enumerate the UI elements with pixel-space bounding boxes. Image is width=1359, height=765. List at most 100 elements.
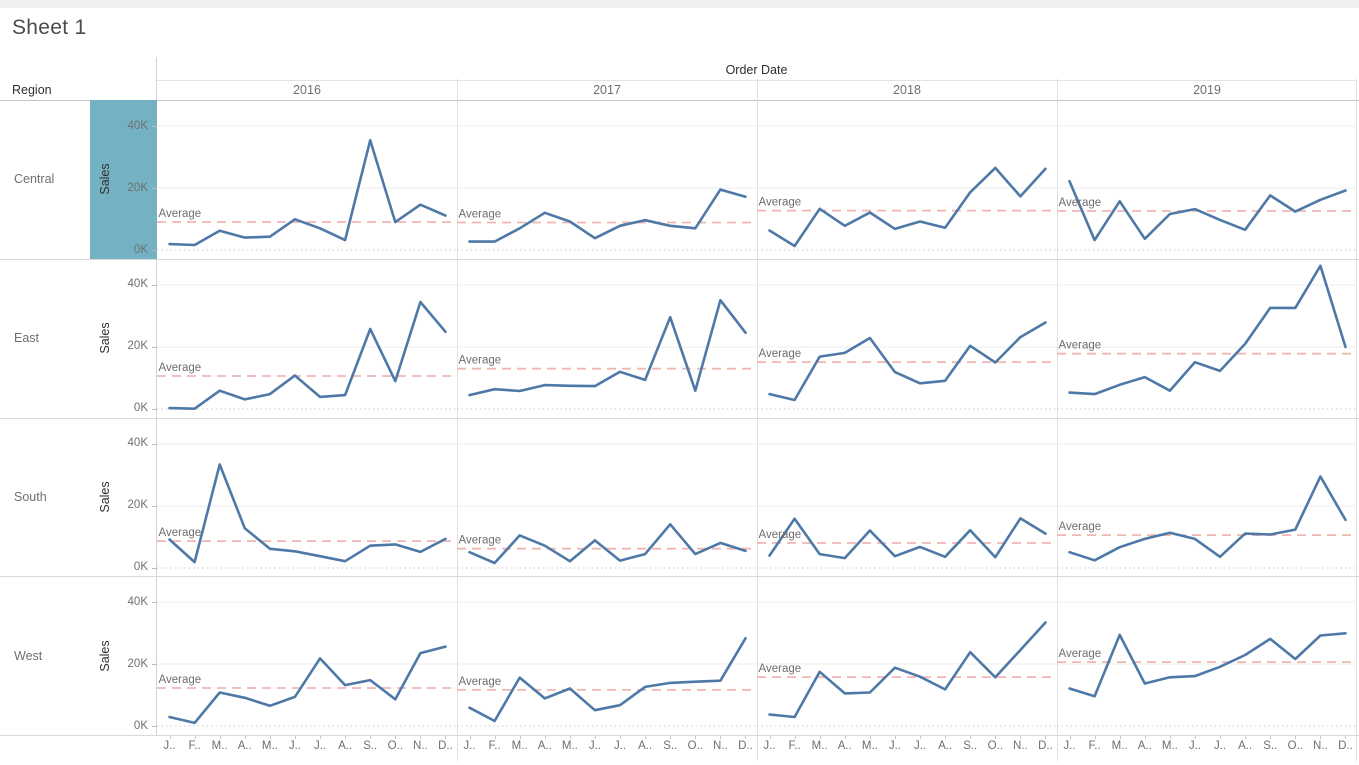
x-tick-label: F.. <box>188 740 201 752</box>
x-tick-label: A.. <box>638 740 653 752</box>
sales-line[interactable] <box>1068 179 1347 242</box>
x-tick-label: S.. <box>363 740 378 752</box>
x-tick-mark <box>1270 736 1272 739</box>
x-tick-mark <box>620 736 622 739</box>
sales-line-chart-east-2018: Average <box>757 284 1057 410</box>
chart-cell-east-2019[interactable]: Average <box>1057 259 1357 418</box>
x-tick-label: S.. <box>963 740 978 752</box>
chart-cell-central-2019[interactable]: Average <box>1057 100 1357 259</box>
chart-cell-west-2017[interactable]: Average <box>457 576 757 735</box>
col-header-2017[interactable]: 2017 <box>593 83 621 97</box>
sales-axis-title[interactable]: Sales <box>98 163 112 196</box>
x-tick-mark <box>1194 736 1196 739</box>
x-tick-label: O.. <box>1287 740 1303 752</box>
x-tick-label: S.. <box>663 740 678 752</box>
sheet-title: Sheet 1 <box>12 16 87 39</box>
sales-line[interactable] <box>168 645 447 725</box>
x-tick-label: J.. <box>613 740 627 752</box>
chart-cell-central-2018[interactable]: Average <box>757 100 1057 259</box>
chart-cell-south-2016[interactable]: Average <box>157 418 457 577</box>
facet-row-south: South Sales 0K 20K 40K Average Average Average A… <box>0 418 1359 577</box>
chart-cell-east-2017[interactable]: Average <box>457 259 757 418</box>
col-header-2016[interactable]: 2016 <box>293 83 321 97</box>
y-tick-mark <box>152 602 157 604</box>
x-tick-label: M.. <box>861 740 878 752</box>
sales-line[interactable] <box>468 522 747 564</box>
row-divider <box>0 258 1359 260</box>
y-tick-label-40K: 40K <box>127 119 148 132</box>
sales-line[interactable] <box>1068 632 1347 698</box>
x-tick-mark <box>1245 736 1247 739</box>
average-reference-label: Average <box>459 209 502 221</box>
sales-line[interactable] <box>1068 264 1347 396</box>
column-separator <box>756 79 758 761</box>
average-reference-label: Average <box>159 362 202 374</box>
x-tick-label: D.. <box>738 740 753 752</box>
x-tick-mark <box>794 736 796 739</box>
sales-line[interactable] <box>468 298 747 397</box>
x-tick-mark <box>1295 736 1297 739</box>
header-underline <box>0 100 1359 101</box>
chart-cell-east-2016[interactable]: Average <box>157 259 457 418</box>
x-tick-mark <box>1069 736 1071 739</box>
sales-line[interactable] <box>768 516 1047 559</box>
x-tick-mark <box>169 736 171 739</box>
chart-cell-south-2019[interactable]: Average <box>1057 418 1357 577</box>
sales-line-chart-east-2017: Average <box>457 284 757 410</box>
col-header-2019[interactable]: 2019 <box>1193 83 1221 97</box>
sales-line[interactable] <box>168 300 447 410</box>
sales-line[interactable] <box>168 138 447 247</box>
sales-axis-south[interactable]: Sales 0K 20K 40K <box>90 418 157 577</box>
y-tick-mark <box>152 505 157 507</box>
row-header-central[interactable]: Central <box>14 172 55 187</box>
sales-line[interactable] <box>468 188 747 243</box>
x-tick-label: D.. <box>438 740 453 752</box>
chart-cell-south-2017[interactable]: Average <box>457 418 757 577</box>
sales-axis-title[interactable]: Sales <box>98 481 112 513</box>
sales-axis-title[interactable]: Sales <box>98 639 112 672</box>
row-header-east[interactable]: East <box>14 331 40 346</box>
sales-line[interactable] <box>468 637 747 723</box>
y-tick-mark <box>152 726 157 728</box>
column-separator <box>1056 79 1058 761</box>
col-header-2018[interactable]: 2018 <box>893 83 921 97</box>
y-tick-label-20K: 20K <box>127 499 148 511</box>
row-header-west[interactable]: West <box>14 648 43 663</box>
x-tick-mark <box>1119 736 1121 739</box>
sales-axis-central[interactable]: Sales 0K 20K 40K <box>90 100 157 259</box>
average-reference-label: Average <box>759 348 802 360</box>
column-separator <box>456 79 458 761</box>
sales-line[interactable] <box>1068 474 1347 562</box>
chart-cell-east-2018[interactable]: Average <box>757 259 1057 418</box>
x-tick-mark <box>1345 736 1347 739</box>
row-divider <box>0 417 1359 419</box>
x-tick-label: N.. <box>1013 740 1028 752</box>
sales-axis-title[interactable]: Sales <box>98 322 112 354</box>
region-field-label: Region <box>12 83 52 97</box>
y-tick-label-40K: 40K <box>127 437 148 449</box>
y-tick-mark <box>152 346 157 348</box>
sales-line[interactable] <box>768 621 1047 719</box>
chart-cell-central-2017[interactable]: Average <box>457 100 757 259</box>
x-tick-mark <box>269 736 271 739</box>
x-tick-mark <box>494 736 496 739</box>
x-tick-mark <box>1045 736 1047 739</box>
x-tick-mark <box>995 736 997 739</box>
sales-axis-west[interactable]: Sales 0K 20K 40K <box>90 576 157 735</box>
chart-cell-central-2016[interactable]: Average <box>157 100 457 259</box>
chart-cell-west-2016[interactable]: Average <box>157 576 457 735</box>
row-header-south[interactable]: South <box>14 489 47 504</box>
chart-cell-south-2018[interactable]: Average <box>757 418 1057 577</box>
x-tick-label: N.. <box>1313 740 1328 752</box>
chart-cell-west-2018[interactable]: Average <box>757 576 1057 735</box>
sales-line-chart-east-2019: Average <box>1057 264 1357 410</box>
x-tick-label: F.. <box>1088 740 1101 752</box>
x-tick-label: A.. <box>237 740 252 752</box>
chart-cell-west-2019[interactable]: Average <box>1057 576 1357 735</box>
sales-line[interactable] <box>768 320 1047 402</box>
plot-right-border <box>1356 79 1357 761</box>
sales-line[interactable] <box>768 166 1047 248</box>
sales-axis-east[interactable]: Sales 0K 20K 40K <box>90 259 157 418</box>
sales-line[interactable] <box>168 462 447 563</box>
x-tick-label: J.. <box>163 740 176 752</box>
